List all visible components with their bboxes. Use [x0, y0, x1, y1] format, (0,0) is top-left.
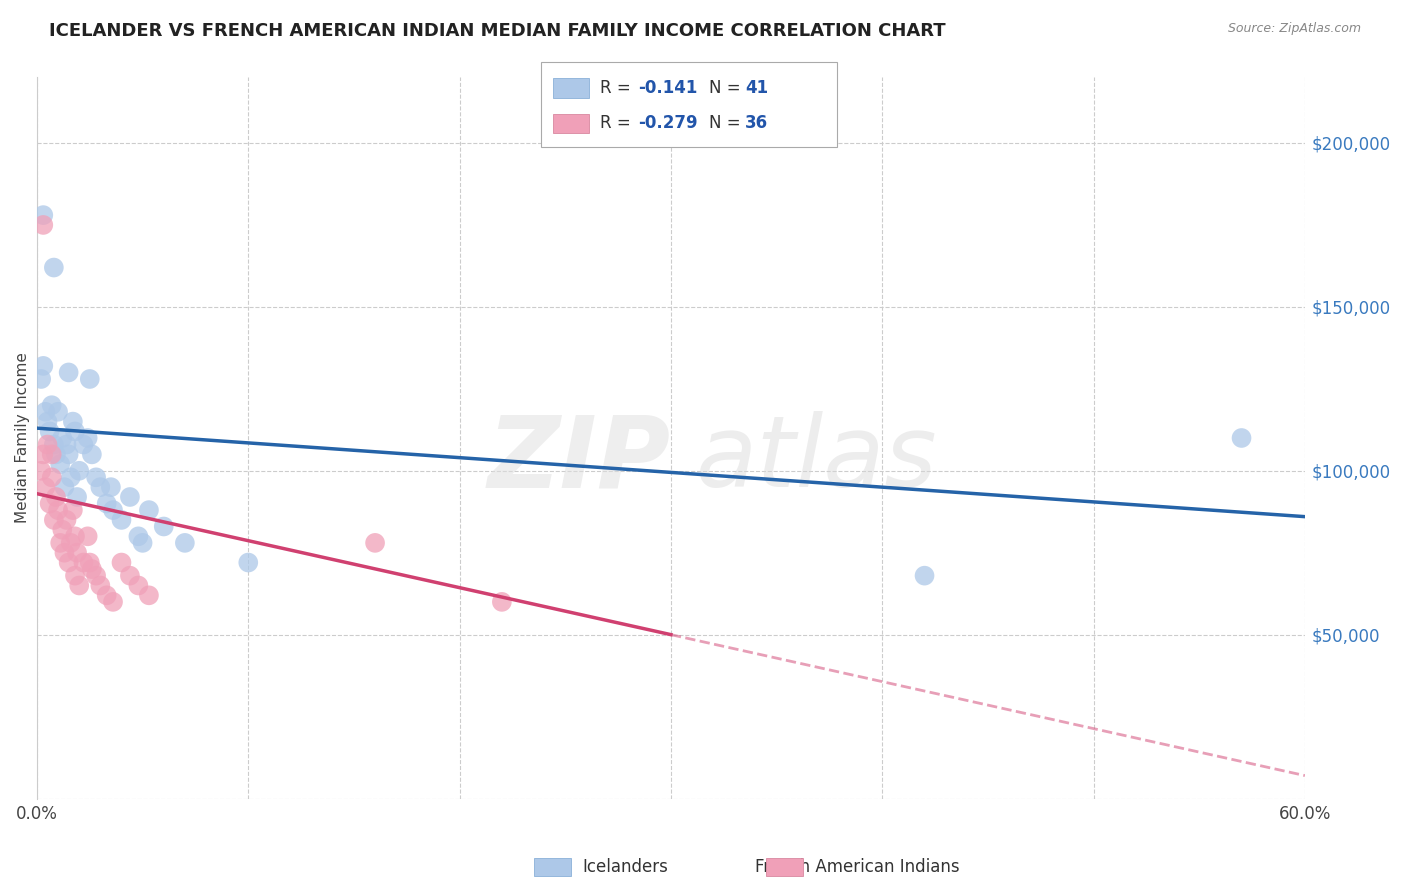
Text: Icelanders: Icelanders — [582, 858, 669, 876]
Point — [42, 513, 65, 527]
Point — [110, 513, 132, 527]
Point — [55, 513, 77, 527]
Point — [67, 464, 90, 478]
Text: N =: N = — [709, 114, 745, 132]
Point — [32, 359, 55, 373]
Point — [138, 588, 160, 602]
Point — [152, 519, 174, 533]
Point — [80, 447, 103, 461]
Point — [110, 556, 132, 570]
Point — [58, 556, 80, 570]
Text: -0.141: -0.141 — [638, 78, 697, 97]
Point — [127, 529, 149, 543]
Point — [55, 437, 77, 451]
Point — [41, 447, 63, 461]
Point — [76, 529, 98, 543]
Point — [118, 568, 141, 582]
Point — [1230, 431, 1253, 445]
Point — [45, 490, 67, 504]
Text: 41: 41 — [745, 78, 768, 97]
Point — [30, 372, 52, 386]
Text: Source: ZipAtlas.com: Source: ZipAtlas.com — [1227, 22, 1361, 36]
Text: French American Indians: French American Indians — [755, 858, 960, 876]
Point — [101, 503, 124, 517]
Point — [62, 503, 84, 517]
Point — [58, 447, 80, 461]
Point — [84, 470, 107, 484]
Point — [66, 546, 89, 560]
Text: 36: 36 — [745, 114, 768, 132]
Point — [118, 490, 141, 504]
Point — [30, 464, 52, 478]
Point — [76, 431, 98, 445]
Point — [49, 457, 72, 471]
Point — [46, 503, 69, 517]
Point — [79, 372, 101, 386]
Point — [89, 480, 111, 494]
Point — [45, 447, 67, 461]
Point — [100, 480, 122, 494]
Point — [914, 568, 936, 582]
Point — [32, 447, 55, 461]
Point — [84, 568, 107, 582]
Y-axis label: Median Family Income: Median Family Income — [15, 352, 30, 524]
Point — [42, 437, 65, 451]
Point — [131, 536, 153, 550]
Point — [66, 490, 89, 504]
Text: ZIP: ZIP — [488, 411, 671, 508]
Point — [364, 536, 387, 550]
Point — [37, 415, 59, 429]
Point — [62, 415, 84, 429]
Point — [89, 578, 111, 592]
Point — [63, 425, 86, 439]
Text: N =: N = — [709, 78, 745, 97]
Point — [38, 425, 60, 439]
Point — [96, 497, 118, 511]
Point — [59, 470, 82, 484]
Point — [51, 431, 73, 445]
Text: R =: R = — [600, 78, 637, 97]
Point — [127, 578, 149, 592]
Point — [63, 529, 86, 543]
Point — [49, 536, 72, 550]
Point — [80, 562, 103, 576]
Point — [72, 437, 94, 451]
Point — [32, 218, 55, 232]
Point — [79, 556, 101, 570]
Point — [101, 595, 124, 609]
Point — [58, 366, 80, 380]
Point — [59, 536, 82, 550]
Text: R =: R = — [600, 114, 637, 132]
Point — [238, 556, 260, 570]
Point — [41, 470, 63, 484]
Point — [63, 568, 86, 582]
Point — [72, 556, 94, 570]
Point — [42, 260, 65, 275]
Point — [32, 208, 55, 222]
Text: ICELANDER VS FRENCH AMERICAN INDIAN MEDIAN FAMILY INCOME CORRELATION CHART: ICELANDER VS FRENCH AMERICAN INDIAN MEDI… — [49, 22, 946, 40]
Point — [138, 503, 160, 517]
Text: -0.279: -0.279 — [638, 114, 697, 132]
Point — [491, 595, 513, 609]
Point — [38, 497, 60, 511]
Point — [96, 588, 118, 602]
Point — [53, 480, 76, 494]
Point — [34, 480, 56, 494]
Point — [53, 546, 76, 560]
Point — [41, 398, 63, 412]
Point — [37, 437, 59, 451]
Point — [173, 536, 195, 550]
Point — [46, 405, 69, 419]
Point — [51, 523, 73, 537]
Point — [67, 578, 90, 592]
Text: atlas: atlas — [696, 411, 938, 508]
Point — [34, 405, 56, 419]
